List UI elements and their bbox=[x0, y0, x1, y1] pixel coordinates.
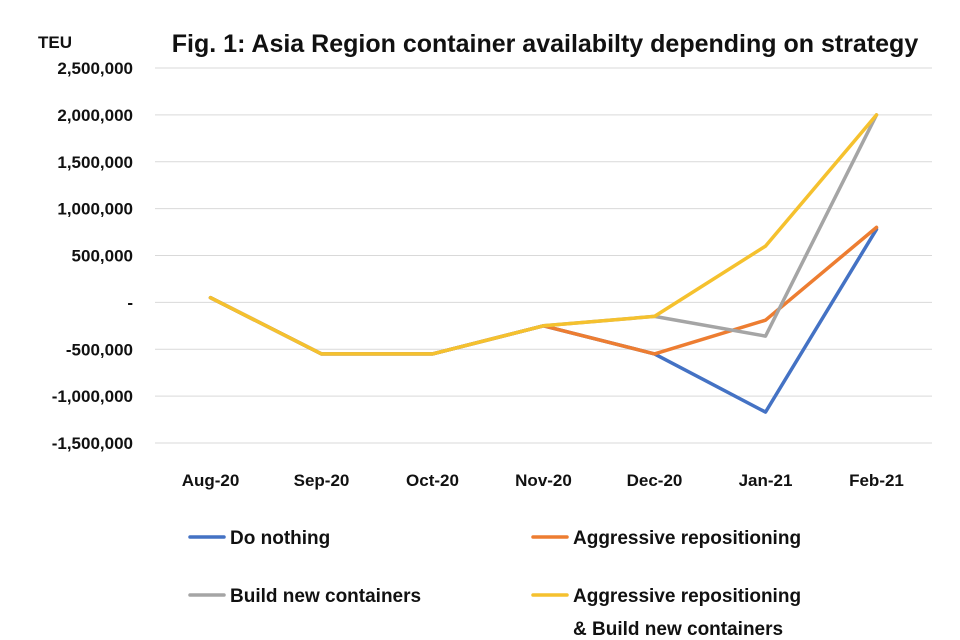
gridlines bbox=[155, 67, 932, 444]
series-line-1 bbox=[208, 227, 879, 414]
x-tick-label: Sep-20 bbox=[294, 471, 350, 490]
y-tick-label: 2,500,000 bbox=[57, 59, 133, 78]
y-tick-label: -1,500,000 bbox=[52, 434, 133, 453]
legend-label: Aggressive repositioning bbox=[573, 586, 801, 607]
y-tick-label: 1,500,000 bbox=[57, 153, 133, 172]
x-tick-label: Oct-20 bbox=[406, 471, 459, 490]
y-tick-label: - bbox=[127, 293, 133, 312]
chart-title: Fig. 1: Asia Region container availabilt… bbox=[172, 30, 919, 58]
x-axis-ticks: Aug-20 Sep-20 Oct-20 Nov-20 Dec-20 Jan-21 Feb-… bbox=[182, 471, 904, 490]
series-lines bbox=[208, 113, 879, 414]
y-axis-unit-label: TEU bbox=[38, 33, 72, 52]
x-tick-label: Jan-21 bbox=[739, 471, 793, 490]
series-line-2 bbox=[208, 225, 879, 356]
y-tick-label: 500,000 bbox=[72, 247, 133, 266]
y-tick-label: 2,000,000 bbox=[57, 106, 133, 125]
x-tick-label: Dec-20 bbox=[627, 471, 683, 490]
y-tick-label: -500,000 bbox=[66, 340, 133, 359]
y-axis-ticks: 2,500,000 2,000,000 1,500,000 1,000,000 500,… bbox=[52, 59, 133, 453]
legend-label: Do nothing bbox=[230, 528, 330, 549]
legend-label: & Build new containers bbox=[573, 619, 783, 640]
x-tick-label: Aug-20 bbox=[182, 471, 240, 490]
y-tick-label: 1,000,000 bbox=[57, 200, 133, 219]
x-tick-label: Feb-21 bbox=[849, 471, 904, 490]
x-tick-label: Nov-20 bbox=[515, 471, 572, 490]
legend-label: Aggressive repositioning bbox=[573, 528, 801, 549]
y-tick-label: -1,000,000 bbox=[52, 387, 133, 406]
legend: Do nothing Aggressive repositioning Build … bbox=[188, 528, 801, 640]
series-line-4 bbox=[208, 113, 879, 356]
legend-label: Build new containers bbox=[230, 586, 421, 607]
